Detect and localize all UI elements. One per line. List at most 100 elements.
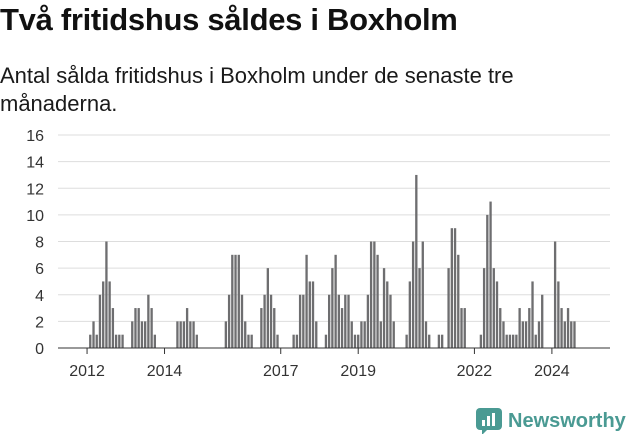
bar bbox=[505, 334, 508, 348]
bar bbox=[260, 308, 263, 348]
bar bbox=[195, 334, 198, 348]
bar bbox=[153, 334, 157, 348]
bar bbox=[373, 241, 376, 348]
bar bbox=[147, 294, 150, 348]
bar bbox=[479, 334, 483, 348]
bar bbox=[102, 281, 105, 348]
y-tick-label: 10 bbox=[26, 208, 44, 225]
bar bbox=[334, 254, 337, 348]
x-tick-label: 2012 bbox=[69, 363, 105, 380]
bar bbox=[263, 294, 266, 348]
bar bbox=[192, 321, 195, 348]
bar bbox=[557, 281, 560, 348]
y-tick-label: 2 bbox=[35, 314, 44, 331]
bar bbox=[250, 334, 253, 348]
bar bbox=[140, 321, 144, 348]
bar bbox=[369, 241, 373, 348]
bar bbox=[276, 334, 279, 348]
bar bbox=[521, 321, 525, 348]
bar bbox=[502, 321, 505, 348]
bar bbox=[437, 334, 441, 348]
bar bbox=[131, 321, 134, 348]
bar bbox=[227, 294, 231, 348]
bar bbox=[347, 294, 350, 348]
bar bbox=[405, 334, 408, 348]
bar bbox=[486, 214, 489, 348]
bar bbox=[357, 334, 360, 348]
chart-subtitle: Antal sålda fritidshus i Boxholm under d… bbox=[0, 63, 514, 116]
bar bbox=[302, 294, 305, 348]
bar bbox=[392, 321, 395, 348]
bar bbox=[563, 321, 566, 348]
bar bbox=[305, 254, 308, 348]
bars bbox=[89, 174, 576, 348]
bar bbox=[440, 334, 444, 348]
bar bbox=[315, 321, 318, 348]
y-axis-labels: 0 2 4 6 8 10 12 14 16 bbox=[26, 128, 44, 358]
bar bbox=[492, 268, 495, 348]
bar bbox=[247, 334, 250, 348]
latest-value-label: 2 bbox=[572, 0, 582, 4]
bar bbox=[231, 254, 234, 348]
x-tick-label: 2024 bbox=[534, 363, 570, 380]
bar bbox=[573, 321, 576, 348]
bar bbox=[379, 321, 382, 348]
bar bbox=[421, 241, 424, 348]
y-tick-label: 12 bbox=[26, 181, 44, 198]
bar bbox=[453, 228, 457, 348]
bar bbox=[327, 294, 331, 348]
bar bbox=[185, 308, 189, 348]
brand-name: Newsworthy bbox=[508, 409, 626, 432]
x-tick-label: 2017 bbox=[263, 363, 299, 380]
bar bbox=[360, 321, 363, 348]
bar bbox=[182, 321, 186, 348]
bar bbox=[515, 334, 518, 348]
bar bbox=[418, 268, 421, 348]
bar bbox=[118, 334, 121, 348]
bar bbox=[189, 321, 192, 348]
bar bbox=[534, 334, 537, 348]
bar bbox=[528, 308, 531, 348]
bar bbox=[89, 334, 92, 348]
bar bbox=[460, 308, 463, 348]
bar bbox=[134, 308, 137, 348]
bar bbox=[269, 294, 273, 348]
annotations: 2 bbox=[572, 0, 582, 4]
bar bbox=[92, 321, 95, 348]
y-tick-label: 0 bbox=[35, 341, 44, 358]
bar bbox=[495, 281, 499, 348]
bar bbox=[292, 334, 295, 348]
bar bbox=[408, 281, 412, 348]
bar bbox=[457, 254, 460, 348]
bar bbox=[340, 308, 344, 348]
bar bbox=[570, 321, 573, 348]
bar bbox=[150, 308, 153, 348]
bar bbox=[376, 254, 379, 348]
bar bbox=[295, 334, 299, 348]
bar bbox=[499, 308, 502, 348]
brand-logo[interactable]: Newsworthy bbox=[476, 408, 626, 434]
chart-title: Två fritidshus såldes i Boxholm bbox=[0, 2, 458, 37]
bar bbox=[95, 334, 98, 348]
y-tick-label: 4 bbox=[35, 288, 44, 305]
bar bbox=[108, 281, 111, 348]
x-axis-labels: 2012 2014 2017 2019 2022 2024 bbox=[69, 348, 570, 380]
y-tick-label: 6 bbox=[35, 261, 44, 278]
bar bbox=[382, 268, 386, 348]
bar bbox=[121, 334, 124, 348]
bar bbox=[308, 281, 311, 348]
bar bbox=[541, 294, 544, 348]
bar bbox=[179, 321, 182, 348]
bar bbox=[424, 321, 428, 348]
bar bbox=[366, 294, 370, 348]
y-tick-label: 8 bbox=[35, 235, 44, 252]
bar bbox=[98, 294, 102, 348]
bar bbox=[560, 308, 563, 348]
bar bbox=[447, 268, 450, 348]
x-tick-label: 2022 bbox=[457, 363, 493, 380]
bar bbox=[137, 308, 140, 348]
bar bbox=[105, 241, 108, 348]
bar bbox=[489, 201, 492, 348]
bar bbox=[266, 268, 269, 348]
bar bbox=[344, 294, 347, 348]
